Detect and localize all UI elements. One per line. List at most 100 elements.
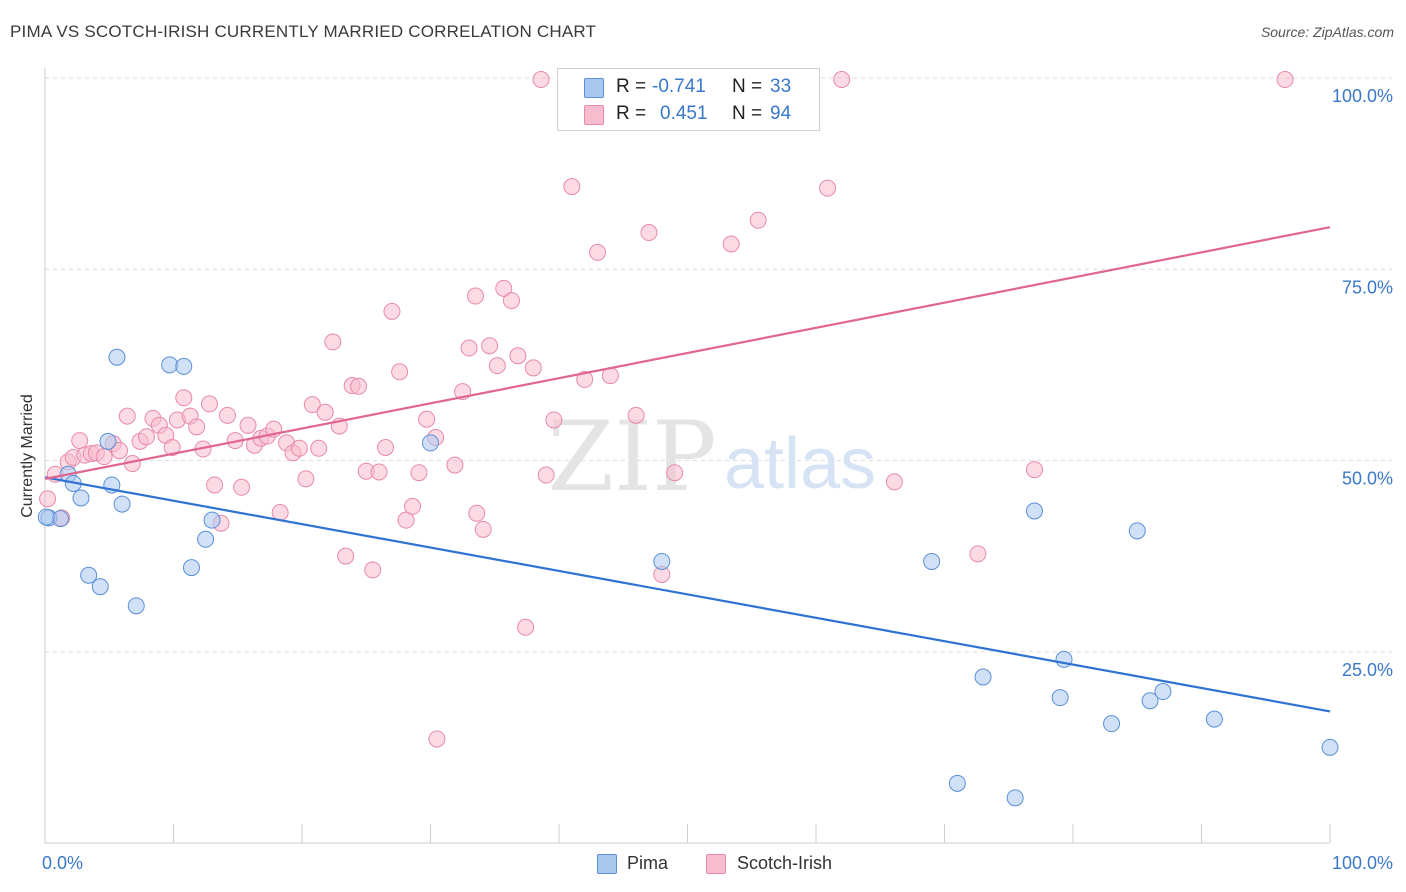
scotch-irish-point-76 (563, 178, 581, 196)
scotch-irish-point-81 (627, 406, 645, 424)
scotch-irish-trend-line (44, 226, 1331, 480)
scotch-irish-point-58 (418, 410, 436, 428)
scotch-irish-point-46 (337, 547, 355, 565)
scotch-irish-point-90 (969, 545, 987, 563)
x-tick-label-0: 0.0% (42, 853, 83, 873)
scotch-irish-point-53 (383, 302, 401, 320)
scotch-irish-point-77 (576, 370, 594, 388)
scotch-irish-point-19 (163, 438, 181, 456)
source-label: Source: ZipAtlas.com (1260, 24, 1394, 40)
scotch-irish-point-65 (474, 520, 492, 538)
chart-title: PIMA VS SCOTCH-IRISH CURRENTLY MARRIED C… (10, 22, 597, 41)
pima-point-23 (1025, 502, 1043, 520)
pima-point-4 (72, 489, 90, 507)
scotch-irish-point-39 (290, 439, 308, 457)
scotch-irish-point-15 (138, 428, 156, 446)
scotch-irish-point-69 (502, 292, 520, 310)
trend-lines (44, 226, 1331, 713)
scotch-irish-point-68 (495, 279, 513, 297)
scotch-irish-point-89 (885, 473, 903, 491)
scotch-irish-point-51 (370, 463, 388, 481)
pima-point-31 (1321, 738, 1339, 756)
pima-point-32 (37, 508, 55, 526)
pima-point-11 (127, 597, 145, 615)
scotch-irish-point-52 (377, 438, 395, 456)
scotch-irish-point-73 (532, 71, 550, 89)
scotch-irish-point-21 (175, 389, 193, 407)
scotch-irish-point-72 (524, 359, 542, 377)
scotch-irish-point-71 (517, 618, 535, 636)
scotch-irish-point-93 (428, 730, 446, 748)
scotch-irish-points (39, 71, 1294, 748)
pima-point-22 (1006, 789, 1024, 807)
tick-labels: 25.0% 50.0% 75.0% 100.0% 0.0% 100.0% (42, 86, 1393, 873)
pima-point-18 (653, 552, 671, 570)
scotch-irish-point-50 (364, 561, 382, 579)
scotch-irish-point-55 (397, 511, 415, 529)
pima-point-30 (1205, 710, 1223, 728)
scotch-irish-point-44 (324, 333, 342, 351)
scotch-irish-point-70 (509, 347, 527, 365)
scotch-irish-n-value: 94 (770, 103, 792, 124)
pima-point-19 (923, 552, 941, 570)
pima-r-label: R = (616, 76, 647, 97)
y-tick-label-3: 100.0% (1332, 86, 1393, 106)
pima-point-26 (1103, 715, 1121, 733)
scotch-irish-point-26 (206, 476, 224, 494)
pima-point-1 (51, 510, 69, 528)
pima-point-28 (1141, 692, 1159, 710)
scotch-irish-point-66 (481, 337, 499, 355)
scotch-irish-r-value: 0.451 (660, 103, 708, 124)
pima-point-24 (1051, 689, 1069, 707)
scotch-irish-point-56 (404, 497, 422, 515)
scotch-irish-point-67 (488, 357, 506, 375)
scotch-irish-point-87 (819, 179, 837, 197)
scotch-irish-point-74 (537, 466, 555, 484)
scotch-irish-swatch (584, 105, 604, 125)
legend-scotch-irish-label: Scotch-Irish (737, 853, 833, 873)
pima-point-27 (1128, 522, 1146, 540)
legend-pima-swatch (597, 854, 617, 874)
pima-point-29 (1154, 683, 1172, 701)
scotch-irish-point-48 (350, 377, 368, 395)
scotch-irish-point-62 (460, 339, 478, 357)
pima-point-17 (422, 434, 439, 452)
pima-point-7 (99, 432, 117, 450)
scotch-irish-point-41 (303, 396, 321, 414)
scotch-irish-point-60 (446, 456, 464, 474)
pima-n-value: 33 (770, 76, 792, 97)
y-tick-label-2: 75.0% (1342, 277, 1393, 297)
scotch-irish-point-23 (188, 418, 206, 436)
scotch-irish-n-label: N = (732, 103, 763, 124)
grid-lines (45, 77, 1392, 653)
scotch-irish-point-0 (39, 490, 57, 508)
scotch-irish-point-12 (118, 407, 136, 425)
pima-trend-line (44, 476, 1331, 713)
scotch-irish-point-84 (666, 464, 684, 482)
scotch-irish-point-88 (833, 71, 851, 89)
legend-row-pima: R = -0.741 N = 33 (558, 74, 819, 100)
pima-point-16 (203, 511, 221, 529)
scotch-irish-point-63 (466, 287, 484, 305)
pima-point-12 (161, 356, 179, 374)
scotch-irish-point-25 (200, 395, 218, 413)
scotch-irish-r-label: R = (616, 103, 647, 124)
pima-n-label: N = (732, 76, 763, 97)
scotch-irish-point-30 (233, 478, 251, 496)
pima-point-13 (175, 357, 193, 375)
legend-pima-label: Pima (627, 853, 669, 873)
scotch-irish-point-40 (297, 470, 315, 488)
scotch-irish-point-5 (71, 432, 89, 450)
watermark: ZIP atlas (547, 401, 876, 513)
legend-scotch-irish-swatch (706, 854, 726, 874)
pima-point-10 (113, 495, 131, 513)
scotch-irish-point-54 (391, 363, 409, 381)
pima-point-14 (182, 559, 200, 577)
scotch-irish-point-82 (640, 224, 658, 242)
scotch-irish-point-43 (316, 403, 334, 421)
scotch-irish-point-75 (545, 411, 563, 429)
y-tick-label-0: 25.0% (1342, 660, 1393, 680)
watermark-atlas: atlas (724, 424, 876, 504)
scotch-irish-point-28 (218, 406, 236, 424)
